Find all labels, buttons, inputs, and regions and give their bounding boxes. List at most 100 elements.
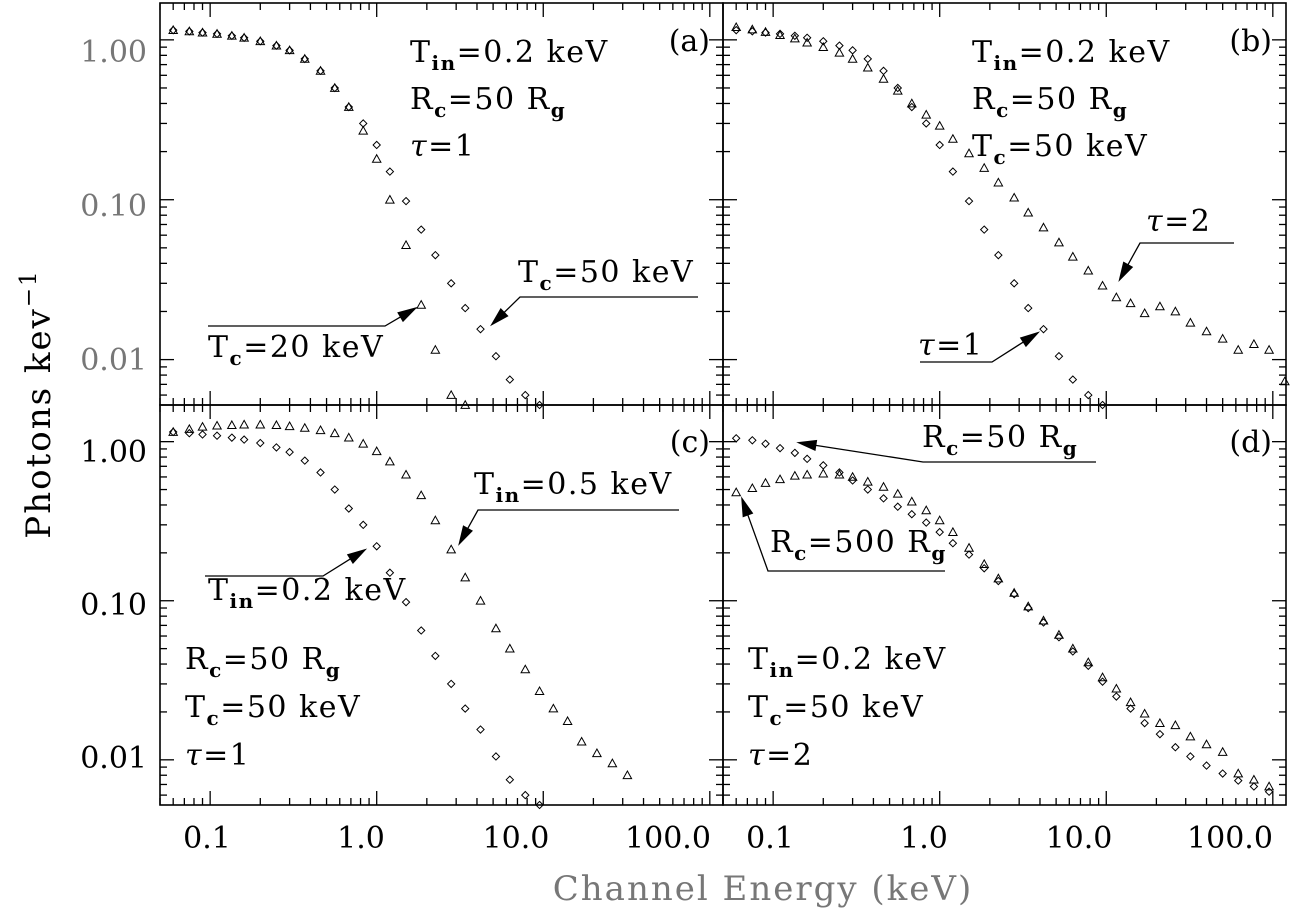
data-point-diamond [1098, 677, 1107, 686]
data-point-triangle [847, 53, 858, 63]
data-point-triangle [211, 28, 223, 38]
data-point-triangle [1170, 719, 1181, 730]
data-point-triangle [878, 481, 889, 491]
y-tick-label-top-1: 1.00 [80, 35, 147, 70]
data-point-diamond [385, 568, 395, 578]
data-point-diamond [1083, 661, 1093, 671]
data-point-triangle [979, 162, 990, 172]
data-point-triangle [329, 427, 340, 438]
data-point-diamond [790, 448, 800, 458]
data-point-triangle [1264, 344, 1275, 354]
axis-ticks [159, 3, 1286, 805]
data-point-diamond [1112, 692, 1121, 701]
annotation-arrowhead [490, 307, 509, 327]
data-point-triangle [446, 389, 457, 399]
x-tick-label-left-3: 10.0 [483, 821, 550, 856]
data-point-triangle [534, 685, 545, 696]
data-point-triangle [1139, 307, 1150, 318]
data-point-triangle [1097, 672, 1108, 682]
annotation-d-tau: τ=2 [748, 738, 813, 773]
data-point-diamond [979, 563, 989, 573]
data-point-triangle [255, 419, 266, 429]
data-point-triangle [1111, 683, 1122, 693]
annotation-c-tau: τ=1 [185, 738, 250, 773]
data-point-diamond [1202, 761, 1211, 770]
data-point-triangle [211, 420, 223, 430]
x-tick-label-right-4: 100.0 [1187, 821, 1273, 856]
data-point-triangle [993, 573, 1004, 583]
data-marks [168, 21, 1290, 810]
data-point-diamond [227, 433, 237, 442]
data-point-triangle [1139, 708, 1150, 718]
annotation-b-tau2: τ=2 [1146, 204, 1211, 239]
data-point-diamond [790, 31, 800, 41]
data-point-diamond [491, 752, 501, 761]
annotation-arrowhead [346, 548, 368, 565]
data-point-triangle [1154, 301, 1165, 311]
data-point-triangle [818, 468, 829, 478]
data-point-triangle [591, 748, 602, 758]
data-point-diamond [818, 36, 828, 46]
annotation-arrowhead [397, 306, 418, 323]
data-point-triangle [299, 53, 310, 63]
data-point-diamond [863, 54, 873, 64]
annotation-leader-line [920, 341, 1024, 363]
data-point-triangle [934, 515, 945, 525]
annotation-a-tc20: Tc=20 keV [208, 330, 384, 370]
data-point-diamond [505, 775, 515, 785]
data-point-triangle [747, 24, 758, 34]
data-point-diamond [1098, 400, 1107, 410]
data-point-diamond [935, 527, 945, 537]
data-point-triangle [963, 148, 975, 158]
annotation-b-tc: Tc=50 keV [972, 129, 1148, 169]
annotation-a-rc: Rc=50 Rg [410, 82, 566, 122]
data-point-diamond [1009, 279, 1019, 288]
data-point-triangle [416, 299, 427, 309]
data-point-diamond [344, 504, 354, 513]
data-point-triangle [921, 505, 932, 515]
data-point-triangle [963, 542, 975, 552]
data-point-triangle [358, 125, 369, 135]
data-point-triangle [197, 421, 208, 431]
annotation-arrowhead [796, 439, 818, 452]
annotation-arrowhead [1118, 261, 1134, 283]
x-tick-label-right-3: 10.0 [1046, 821, 1113, 856]
data-point-triangle [329, 82, 340, 92]
annotation-leader-line [467, 509, 679, 529]
data-point-diamond [1186, 752, 1195, 761]
data-point-diamond [330, 485, 340, 494]
data-point-triangle [1154, 717, 1165, 728]
panel-label-a: (a) [669, 24, 710, 59]
data-point-triangle [343, 101, 354, 111]
data-point-triangle [504, 643, 515, 653]
data-point-diamond [979, 225, 989, 234]
data-point-diamond [879, 494, 888, 503]
data-point-triangle [1201, 739, 1212, 749]
data-point-triangle [1233, 344, 1244, 354]
data-point-diamond [401, 196, 411, 206]
annotation-leader-line [1127, 242, 1234, 265]
y-tick-label-bottom-3: 0.01 [80, 741, 147, 776]
data-point-triangle [184, 26, 195, 36]
annotation-arrowhead [458, 525, 473, 546]
data-point-triangle [315, 65, 326, 75]
data-point-diamond [446, 679, 456, 689]
data-point-triangle [255, 36, 266, 46]
data-point-diamond [372, 541, 382, 551]
annotation-d-rc50: Rc=50 Rg [922, 420, 1078, 460]
data-point-diamond [775, 29, 785, 39]
data-point-triangle [947, 526, 958, 536]
data-point-triangle [400, 469, 412, 479]
data-point-triangle [1217, 333, 1228, 343]
data-point-diamond [835, 468, 844, 477]
data-point-diamond [1083, 390, 1093, 400]
annotation-a-tau: τ=1 [410, 129, 475, 164]
data-point-diamond [1218, 769, 1227, 778]
annotation-d-rc500: Rc=500 Rg [770, 525, 947, 565]
data-point-diamond [948, 538, 958, 548]
data-point-triangle [475, 595, 486, 605]
data-point-triangle [906, 98, 917, 108]
data-point-diamond [431, 250, 440, 260]
data-point-triangle [731, 21, 742, 32]
